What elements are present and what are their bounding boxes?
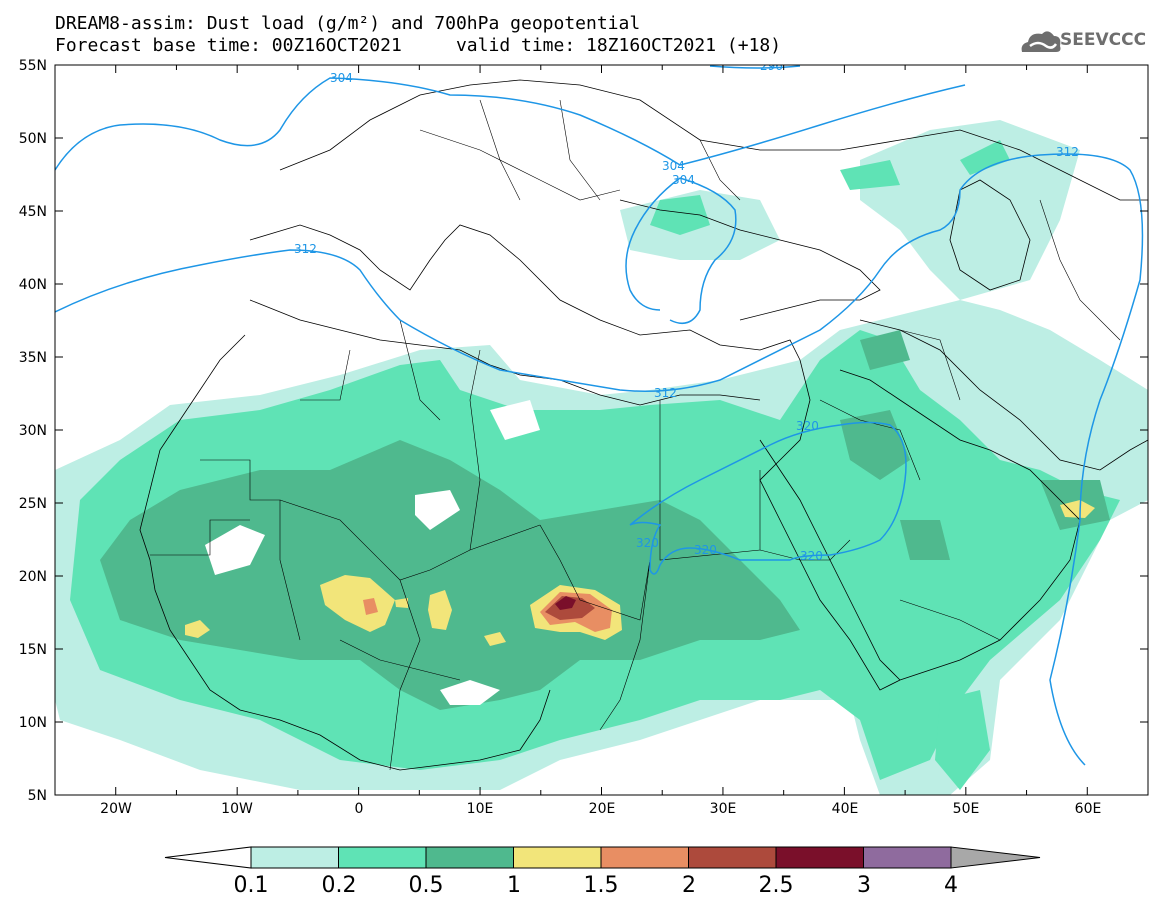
lat-label: 5N <box>28 788 47 804</box>
lat-label: 30N <box>19 423 47 439</box>
lon-label: 60E <box>1075 801 1102 817</box>
dust-band-extreme <box>555 596 576 610</box>
forecast-time-line: Forecast base time: 00Z16OCT2021 valid t… <box>55 35 782 56</box>
contour-label: 320 <box>636 536 659 550</box>
lat-label: 45N <box>19 204 47 220</box>
logo-text: SEEVCCC <box>1060 30 1147 50</box>
lat-label: 10N <box>19 715 47 731</box>
cloud-logo-icon <box>1021 31 1061 52</box>
contour-label: 304 <box>672 173 695 187</box>
contour-label: 320 <box>694 543 717 557</box>
clear-areas <box>205 400 540 705</box>
contour-label: 312 <box>654 386 677 400</box>
lon-label: 30E <box>710 801 737 817</box>
contour-label: 320 <box>800 549 823 563</box>
lon-label: 10E <box>467 801 494 817</box>
coastlines <box>139 79 1148 771</box>
dust-band-strong <box>100 330 1110 710</box>
lat-label: 25N <box>19 496 47 512</box>
contour-label: 304 <box>662 159 685 173</box>
contour-label: 312 <box>294 242 317 256</box>
lon-label: 0 <box>355 801 364 817</box>
lon-label: 20E <box>589 801 616 817</box>
contour-label: 312 <box>1056 145 1079 159</box>
contour-label: 304 <box>330 71 353 85</box>
country-borders <box>150 99 1121 771</box>
contour-label: 296 <box>760 59 783 73</box>
contour-labels: 304 296 304 304 312 312 312 320 320 320 … <box>294 59 1079 563</box>
axis-ticks <box>55 64 1149 796</box>
lon-label: 50E <box>953 801 980 817</box>
geopotential-contours <box>55 65 1144 766</box>
lon-label: 40E <box>832 801 859 817</box>
lat-label: 15N <box>19 642 47 658</box>
lat-label: 20N <box>19 569 47 585</box>
map-title: DREAM8-assim: Dust load (g/m²) and 700hP… <box>55 13 641 34</box>
lat-label: 50N <box>19 131 47 147</box>
contour-label: 320 <box>796 419 819 433</box>
lat-label: 40N <box>19 277 47 293</box>
lon-label: 10W <box>221 801 253 817</box>
latitude-labels: 55N 50N 45N 40N 35N 30N 25N 20N 15N 10N … <box>19 58 47 804</box>
longitude-labels: 20W 10W 0 10E 20E 30E 40E 50E 60E <box>100 801 1101 817</box>
lat-label: 35N <box>19 350 47 366</box>
lon-label: 20W <box>100 801 132 817</box>
lat-label: 55N <box>19 58 47 74</box>
